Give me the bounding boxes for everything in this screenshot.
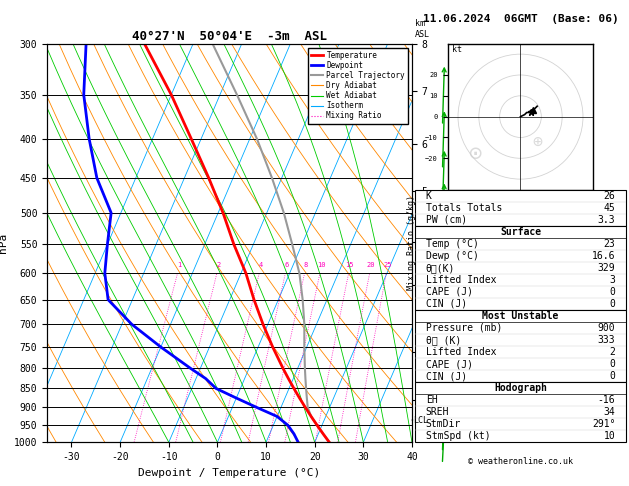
Text: CIN (J): CIN (J) [426,299,467,309]
Text: 8: 8 [304,261,308,268]
Text: 1: 1 [177,261,181,268]
Text: PW (cm): PW (cm) [426,215,467,225]
Text: Lifted Index: Lifted Index [426,347,496,357]
Text: 329: 329 [598,263,615,273]
Text: Most Unstable: Most Unstable [482,311,559,321]
Text: -16: -16 [598,395,615,405]
Text: StmSpd (kt): StmSpd (kt) [426,431,490,441]
Text: ⊙: ⊙ [468,144,481,164]
Text: ⊕: ⊕ [532,133,542,151]
Text: Pressure (mb): Pressure (mb) [426,323,502,333]
Text: 0: 0 [610,299,615,309]
Text: 900: 900 [598,323,615,333]
Text: 0: 0 [610,287,615,297]
Text: 10: 10 [604,431,615,441]
Text: 2: 2 [610,347,615,357]
Y-axis label: hPa: hPa [0,233,8,253]
Text: 3: 3 [610,275,615,285]
Text: Lifted Index: Lifted Index [426,275,496,285]
Text: 291°: 291° [592,419,615,429]
Text: 26: 26 [604,191,615,201]
Title: 40°27'N  50°04'E  -3m  ASL: 40°27'N 50°04'E -3m ASL [132,30,327,43]
Text: Totals Totals: Totals Totals [426,203,502,212]
Text: Surface: Surface [500,226,541,237]
Text: 333: 333 [598,335,615,345]
Text: 3.3: 3.3 [598,215,615,225]
Text: 25: 25 [383,261,392,268]
X-axis label: Dewpoint / Temperature (°C): Dewpoint / Temperature (°C) [138,468,321,478]
Text: 23: 23 [604,239,615,249]
Text: SREH: SREH [426,407,449,417]
Text: Dewp (°C): Dewp (°C) [426,251,479,260]
Text: StmDir: StmDir [426,419,461,429]
Text: 6: 6 [284,261,289,268]
Text: kt: kt [452,45,462,54]
Text: CIN (J): CIN (J) [426,371,467,381]
Text: 10: 10 [317,261,325,268]
Text: K: K [426,191,431,201]
Text: 16.6: 16.6 [592,251,615,260]
Text: 20: 20 [367,261,375,268]
Text: © weatheronline.co.uk: © weatheronline.co.uk [468,457,573,466]
Text: 4: 4 [259,261,263,268]
Text: θᴇ(K): θᴇ(K) [426,263,455,273]
Text: 34: 34 [604,407,615,417]
Text: CAPE (J): CAPE (J) [426,287,472,297]
Text: 11.06.2024  06GMT  (Base: 06): 11.06.2024 06GMT (Base: 06) [423,14,618,24]
Text: θᴇ (K): θᴇ (K) [426,335,461,345]
Text: 15: 15 [345,261,354,268]
Text: LCL: LCL [413,416,428,424]
Text: 0: 0 [610,359,615,369]
Text: EH: EH [426,395,437,405]
Text: CAPE (J): CAPE (J) [426,359,472,369]
Text: Temp (°C): Temp (°C) [426,239,479,249]
Text: 2: 2 [216,261,220,268]
Text: Hodograph: Hodograph [494,383,547,393]
Text: km
ASL: km ASL [415,19,430,39]
Text: 0: 0 [610,371,615,381]
Text: Mixing Ratio (g/kg): Mixing Ratio (g/kg) [408,195,416,291]
Text: 45: 45 [604,203,615,212]
Legend: Temperature, Dewpoint, Parcel Trajectory, Dry Adiabat, Wet Adiabat, Isotherm, Mi: Temperature, Dewpoint, Parcel Trajectory… [308,48,408,123]
